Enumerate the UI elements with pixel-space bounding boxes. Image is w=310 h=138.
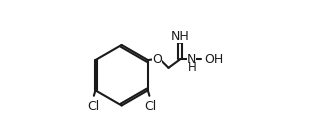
Text: H: H xyxy=(188,61,196,74)
Text: OH: OH xyxy=(204,53,223,66)
Text: Cl: Cl xyxy=(87,100,99,113)
Text: Cl: Cl xyxy=(144,100,156,113)
Text: NH: NH xyxy=(171,30,189,43)
Text: O: O xyxy=(152,53,162,66)
Text: N: N xyxy=(187,53,197,66)
